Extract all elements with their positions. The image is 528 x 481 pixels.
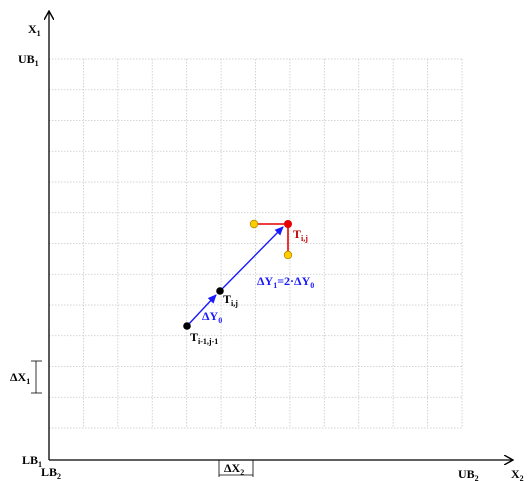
label-dy0: ΔY0 (202, 309, 222, 325)
label-t-new: Ti,j (293, 227, 308, 243)
point-t-mid (216, 287, 224, 295)
x-axis-label: X2 (511, 467, 524, 481)
dx2-dimension (218, 460, 254, 477)
y-axis-label: X1 (28, 22, 41, 38)
dx2-label: ΔX2 (224, 461, 244, 477)
point-neighbor-left (249, 219, 259, 229)
lb2-label: LB2 (41, 465, 61, 481)
point-neighbor-down (283, 250, 293, 260)
vector-dy1 (219, 226, 284, 292)
dx1-label: ΔX1 (10, 370, 30, 386)
ub2-label: UB2 (458, 467, 479, 481)
ub1-label: UB1 (18, 52, 39, 68)
label-t-prev: Ti-1,j-1 (190, 330, 218, 346)
lb1-label: LB1 (22, 453, 42, 469)
dx1-dimension (31, 360, 42, 394)
label-dy1: ΔY1=2·ΔY0 (257, 274, 314, 290)
point-t-prev (183, 322, 191, 330)
vector-dy0 (186, 294, 217, 327)
label-t-mid: Ti,j (223, 292, 238, 308)
point-t-new (284, 220, 292, 228)
grid (49, 58, 463, 429)
